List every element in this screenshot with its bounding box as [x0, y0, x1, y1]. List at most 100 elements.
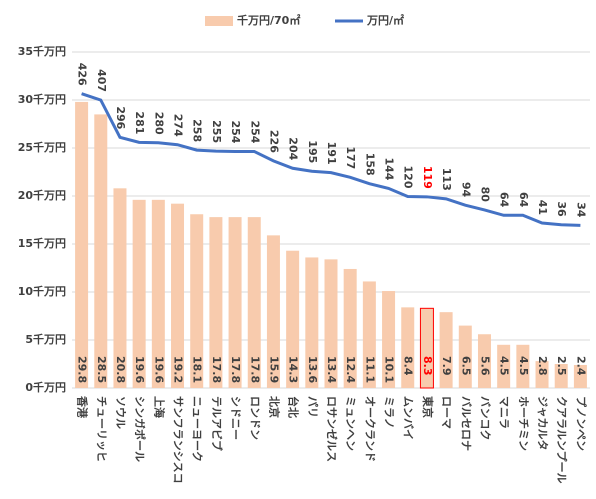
data-label: 94 [459, 182, 472, 198]
bar [209, 217, 223, 388]
y-tick-label: 15千万円 [18, 236, 66, 250]
data-label: 64 [498, 192, 511, 208]
bar [382, 291, 396, 388]
data-label: 8.4 [402, 356, 415, 376]
y-tick-label: 10千万円 [18, 284, 66, 298]
bar [516, 344, 530, 388]
data-label: 113 [440, 168, 453, 191]
data-label: 177 [344, 146, 357, 169]
bar [247, 217, 261, 388]
bar [132, 199, 146, 388]
legend-label: 万円/㎡ [366, 13, 404, 27]
legend-label: 千万円/70㎡ [237, 13, 300, 27]
x-tick-label: オークランド [363, 396, 376, 462]
bar [171, 203, 185, 388]
line [81, 92, 581, 227]
x-tick-label: ロンドン [248, 396, 261, 440]
y-tick-label: 5千万円 [25, 332, 66, 346]
data-label: 426 [76, 63, 89, 86]
bar [151, 199, 165, 388]
data-label: 254 [229, 120, 242, 143]
x-tick-label: 上海 [152, 396, 166, 418]
bar [113, 188, 127, 388]
bar [75, 101, 89, 389]
bar [439, 312, 453, 388]
data-label: 10.1 [383, 356, 396, 383]
data-label: 119 [421, 166, 434, 189]
y-tick-label: 25千万円 [18, 140, 66, 154]
x-tick-label: サンフランシスコ [172, 396, 185, 484]
x-tick-label: バルセロナ [459, 396, 472, 451]
data-label: 80 [478, 187, 491, 203]
x-tick-label: ムンバイ [402, 396, 415, 440]
data-label: 5.6 [478, 356, 491, 376]
data-label: 28.5 [95, 356, 108, 383]
bar [324, 259, 338, 388]
x-tick-label: バンコク [478, 396, 491, 441]
x-tick-label: ソウル [114, 396, 127, 429]
data-label: 204 [287, 137, 300, 160]
x-tick-label: マニラ [498, 396, 511, 429]
data-label: 258 [191, 119, 204, 142]
data-label: 34 [574, 202, 587, 218]
data-label: 13.4 [325, 356, 338, 383]
x-tick-label: シドニー [229, 396, 242, 440]
bar [94, 114, 108, 389]
x-tick-label: テルアビブ [210, 396, 224, 451]
y-tick-label: 35千万円 [18, 44, 66, 58]
data-label: 158 [363, 153, 376, 176]
data-label: 14.3 [287, 356, 300, 383]
data-label: 4.5 [498, 356, 511, 376]
data-label: 41 [536, 200, 549, 215]
data-label: 191 [325, 142, 338, 165]
x-tick-label: ローマ [440, 396, 453, 429]
x-tick-label: ニューヨーク [191, 396, 204, 462]
data-label: 407 [95, 69, 108, 92]
bar [554, 364, 568, 388]
data-label: 2.5 [555, 356, 568, 376]
x-tick-label: シンガポール [133, 396, 147, 462]
x-tick-label: ジャカルタ [536, 396, 549, 450]
data-label: 36 [555, 201, 568, 217]
x-tick-label: 北京 [267, 396, 281, 418]
data-label: 29.8 [76, 356, 89, 383]
x-tick-label: パリ [306, 396, 319, 418]
data-label: 274 [172, 114, 185, 137]
x-tick-label: チューリッヒ [95, 396, 108, 462]
x-tick-label: 東京 [421, 396, 435, 418]
data-label: 120 [402, 166, 415, 189]
data-label: 7.9 [440, 356, 453, 376]
x-tick-label: 香港 [76, 395, 90, 419]
data-label: 195 [306, 140, 319, 163]
bar [458, 325, 472, 388]
bar [286, 250, 300, 388]
data-label: 226 [267, 130, 280, 153]
data-label: 19.6 [152, 356, 165, 383]
y-tick-label: 0千万円 [25, 380, 66, 394]
y-tick-label: 20千万円 [18, 188, 66, 202]
x-tick-label: クアラルンプール [555, 396, 569, 483]
x-tick-label: 台北 [287, 396, 301, 418]
data-label: 6.5 [459, 356, 472, 376]
data-label: 11.1 [363, 356, 376, 383]
bar [190, 214, 204, 388]
data-label: 8.3 [421, 356, 434, 376]
data-label: 18.1 [191, 356, 204, 383]
y-tick-label: 30千万円 [18, 92, 66, 106]
data-label: 17.8 [210, 356, 223, 383]
bar [419, 307, 434, 389]
data-label: 255 [210, 120, 223, 143]
data-label: 4.5 [517, 356, 530, 376]
x-tick-label: ホーチミン [517, 396, 530, 451]
data-label: 2.8 [536, 356, 549, 376]
x-tick-label: ロサンゼルス [325, 396, 339, 462]
data-label: 280 [152, 112, 165, 135]
data-label: 15.9 [267, 356, 280, 383]
bar [477, 334, 491, 388]
bar [401, 307, 415, 388]
data-label: 144 [383, 157, 396, 180]
data-label: 12.4 [344, 356, 357, 383]
data-label: 19.2 [172, 356, 185, 383]
bar [266, 235, 280, 388]
data-label: 296 [114, 106, 127, 129]
